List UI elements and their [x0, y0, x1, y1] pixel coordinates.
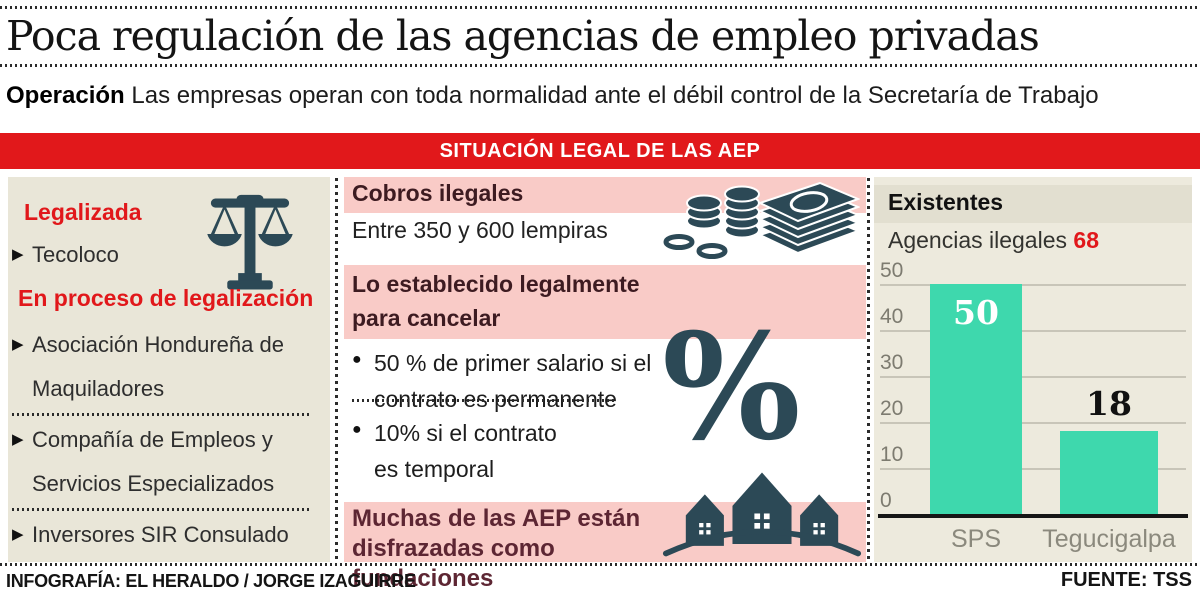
list-item: ▶ Compañía de Empleos y Servicios Especia…: [12, 418, 312, 506]
list-item-label: Asociación Hondureña de Maquiladores: [32, 332, 284, 401]
triangle-bullet-icon: ▶: [12, 336, 24, 353]
gridline: [880, 468, 1186, 470]
legal-charges-band: [344, 265, 866, 339]
list-separator: [12, 413, 312, 416]
illegal-agencies-count: 68: [1073, 227, 1099, 253]
subtitle-text: Las empresas operan con toda normalidad …: [124, 82, 1099, 109]
houses-icon: [662, 467, 862, 564]
x-axis-line: [878, 514, 1188, 518]
money-icon: [652, 179, 861, 270]
bullet-item: ● 50 % de primer salario si el contrato e…: [352, 345, 657, 417]
list-item-label: Compañía de Empleos y Servicios Especial…: [32, 427, 275, 496]
x-category-label: SPS: [950, 525, 1002, 553]
status-legalized-label: Legalizada: [24, 199, 142, 225]
list-item: ▶ Inversores SIR Consulado: [12, 513, 312, 557]
bar-value-label: 18: [1086, 384, 1132, 424]
y-tick-label: 30: [880, 351, 904, 374]
page-title: Poca regulación de las agencias de emple…: [6, 12, 1040, 60]
column-separator: [335, 178, 338, 562]
infographic-credit: INFOGRAFÍA: EL HERALDO / JORGE IZAGUIRRE: [6, 571, 416, 591]
bullet-separator: [352, 399, 617, 402]
bullet-text: 50 % de primer salario si el contrato es…: [374, 350, 652, 412]
subtitle-lead: Operación: [6, 82, 125, 109]
y-tick-label: 20: [880, 397, 904, 420]
section-banner: SITUACIÓN LEGAL DE LAS AEP: [0, 133, 1200, 169]
x-category-label: Tegucigalpa: [1042, 525, 1176, 553]
chart-subtitle: Agencias ilegales 68: [888, 227, 1099, 254]
list-item-label: Tecoloco: [32, 242, 119, 267]
gridline: [880, 376, 1186, 378]
bullet-item: ● 10% si el contrato es temporal: [352, 415, 577, 487]
bar-sps: [930, 284, 1022, 514]
chart-title: Existentes: [888, 189, 1004, 215]
triangle-bullet-icon: ▶: [12, 526, 24, 543]
bar-chart: 0 10 20 30 40 50 50 SPS 18 Tegucigalpa: [874, 177, 1192, 562]
chart-title-band: [874, 185, 1192, 223]
top-rule: [0, 6, 1200, 9]
status-in-process-label: En proceso de legalización: [18, 285, 314, 311]
legal-status-panel: Legalizada ▶ Tecoloco En proceso de legal…: [8, 177, 330, 562]
gridline: [880, 330, 1186, 332]
illegal-charges-title: Cobros ilegales: [352, 180, 524, 206]
justice-scales-icon: [200, 185, 300, 308]
triangle-bullet-icon: ▶: [12, 431, 24, 448]
gridline: [880, 284, 1186, 286]
gridline: [880, 422, 1186, 424]
list-item-label: Inversores SIR Consulado: [32, 522, 289, 547]
illegal-charges-detail: Entre 350 y 600 lempiras: [352, 217, 608, 243]
triangle-bullet-icon: ▶: [12, 246, 24, 263]
list-item: ▶ Asociación Hondureña de Maquiladores: [12, 323, 312, 411]
foundations-note: Muchas de las AEP están disfrazadas como…: [352, 505, 641, 592]
bottom-rule: [0, 563, 1200, 566]
charges-panel: Cobros ilegales Entre 350 y 600 lempiras: [344, 177, 866, 592]
list-item: ▶ Tecoloco: [12, 233, 212, 277]
bar-tegucigalpa: [1060, 431, 1158, 514]
column-separator: [867, 178, 870, 562]
subtitle: Operación Las empresas operan con toda n…: [6, 82, 1196, 110]
y-tick-label: 0: [880, 489, 892, 512]
bar-value-label: 50: [953, 293, 999, 332]
list-separator: [12, 508, 312, 511]
bullet-text: 10% si el contrato es temporal: [374, 420, 557, 482]
y-tick-label: 10: [880, 443, 904, 466]
headline-rule: [0, 64, 1200, 67]
existing-agencies-panel: Existentes Agencias ilegales 68 0 10 20 30 4…: [874, 177, 1192, 562]
in-process-list: ▶ Asociación Hondureña de Maquiladores ▶ C…: [12, 323, 312, 557]
dot-bullet-icon: ●: [352, 421, 362, 438]
percent-icon: %: [662, 302, 801, 473]
chart-subtitle-label: Agencias ilegales: [888, 227, 1068, 253]
source-label: FUENTE: TSS: [1060, 569, 1192, 591]
y-tick-label: 40: [880, 305, 904, 328]
y-tick-label: 50: [880, 259, 904, 282]
legal-charges-title: Lo establecido legalmente para cancelar: [352, 271, 640, 331]
dot-bullet-icon: ●: [352, 351, 362, 368]
